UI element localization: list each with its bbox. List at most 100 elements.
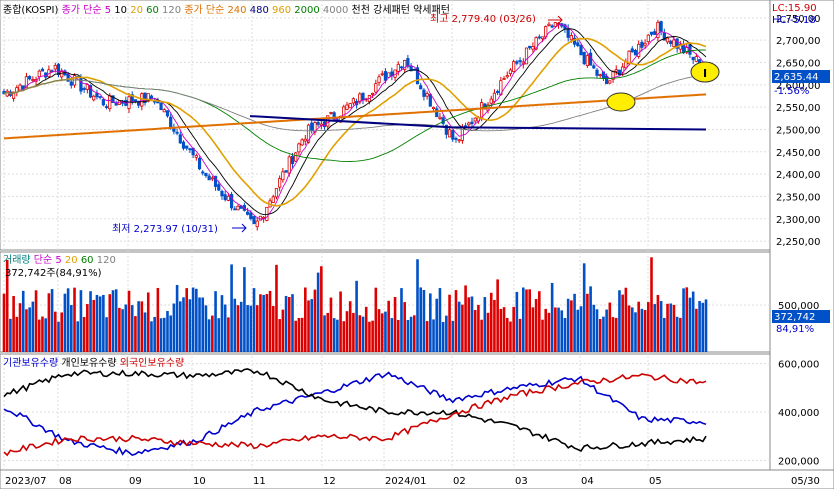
candle-body [40, 68, 45, 72]
volume-bar [53, 311, 57, 352]
volume-bar [489, 292, 493, 352]
volume-bar [380, 313, 384, 352]
volume-bar [621, 294, 624, 352]
volume-bar [2, 293, 6, 352]
volume-bar [28, 307, 31, 352]
volume-bar [480, 319, 483, 352]
candle-body [637, 43, 641, 57]
price-legend-item: 종가 단순 5 [58, 4, 111, 16]
volume-bar [445, 315, 448, 352]
volume-bar [108, 294, 112, 352]
volume-bar [130, 305, 134, 352]
x-tick-label: 05 [649, 476, 662, 487]
candle-body [694, 56, 698, 62]
volume-bar [627, 305, 631, 352]
volume-bar [60, 312, 63, 352]
candle-body [447, 129, 452, 138]
candle-body [492, 92, 497, 102]
volume-bar [512, 306, 515, 352]
candle-body [188, 148, 192, 151]
volume-bar [82, 316, 86, 352]
candle-body [101, 99, 105, 106]
candle-body [162, 109, 166, 113]
candle-body [111, 95, 115, 104]
volume-bar [647, 302, 650, 352]
volume-value-badge [772, 310, 830, 323]
candle-body [592, 65, 596, 69]
volume-bar [464, 285, 467, 352]
candle-body [297, 143, 301, 153]
candle-body [24, 76, 29, 89]
volume-bar [281, 309, 285, 352]
volume-bar [166, 311, 169, 352]
candle-body [185, 145, 189, 149]
volume-bar [554, 307, 557, 352]
current-price-badge [772, 70, 830, 83]
candle-body [95, 92, 99, 98]
volume-bar [63, 293, 67, 352]
volume-bar [441, 321, 445, 352]
volume-bar [310, 299, 314, 352]
candle-body [454, 137, 458, 140]
candle-body [598, 74, 602, 77]
x-tick-label: 08 [59, 476, 72, 487]
candle-body [82, 88, 86, 90]
candle-body [441, 117, 445, 124]
candle-body [643, 42, 647, 46]
candle-body [675, 38, 679, 49]
price-y-tick: 2,500,00 [776, 125, 821, 136]
candle-body [467, 122, 471, 126]
volume-bar [624, 287, 628, 352]
volume-bar [262, 294, 265, 352]
volume-bar [66, 288, 70, 352]
candle-body [374, 83, 378, 93]
candle-body [249, 212, 253, 220]
candle-body [425, 93, 429, 97]
x-tick-label: 11 [253, 476, 266, 487]
volume-bar [98, 296, 102, 352]
volume-bar [663, 317, 666, 352]
holdings-y-tick: 400,000 [778, 408, 819, 419]
x-tick-label: 2024/01 [385, 476, 427, 487]
volume-bar [220, 295, 224, 352]
volume-bar [304, 287, 307, 352]
candle-body [255, 220, 259, 228]
volume-bar [323, 315, 326, 352]
volume-bar [698, 301, 701, 352]
volume-bar [204, 305, 208, 352]
volume-bar [634, 312, 637, 352]
volume-bar [268, 290, 272, 352]
ma-120-line [3, 74, 707, 132]
volume-bar [44, 318, 47, 352]
volume-bar [643, 309, 647, 352]
volume-bar [172, 303, 176, 352]
volume-bar [5, 259, 9, 352]
volume-bar [451, 320, 455, 352]
candle-body [653, 31, 657, 35]
candle-body [518, 60, 522, 62]
price-y-tick: 2,450,00 [776, 148, 821, 159]
candle-body [56, 63, 61, 76]
price-legend-item: 960 [269, 5, 291, 16]
candle-body [21, 85, 25, 90]
candle-body [649, 31, 654, 35]
candle-body [18, 84, 22, 91]
ma-5-line [3, 24, 707, 220]
candle-body [547, 23, 551, 26]
volume-bar [188, 299, 192, 352]
volume-bar [659, 301, 663, 352]
x-tick-label: 12 [323, 476, 336, 487]
x-tick-label: 10 [193, 476, 206, 487]
volume-bar [239, 301, 243, 352]
x-axis-frame [0, 469, 834, 489]
candle-body [306, 124, 311, 143]
volume-bar [467, 297, 471, 352]
candle-body [540, 36, 545, 40]
moving-average-lines [3, 24, 707, 220]
candle-body [246, 211, 250, 215]
candle-body [496, 90, 500, 93]
volume-bar [329, 297, 333, 352]
price-legend-item: 120 [159, 5, 181, 16]
volume-bar [640, 308, 644, 352]
